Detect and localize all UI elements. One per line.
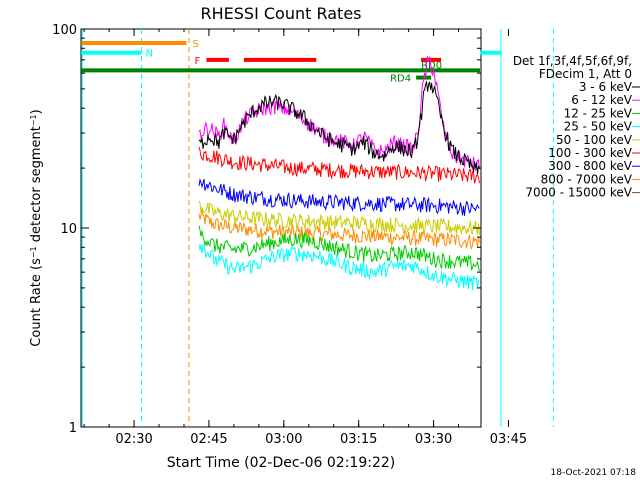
series-line-6-12-kev bbox=[198, 55, 480, 171]
x-axis-label: Start Time (02-Dec-06 02:19:22) bbox=[167, 455, 395, 471]
vertical-markers bbox=[81, 29, 554, 427]
legend-entry: 50 - 100 keV bbox=[556, 133, 633, 147]
x-tick-label: 03:30 bbox=[415, 432, 452, 447]
state-bar-label-n: N bbox=[146, 49, 153, 60]
chart-title: RHESSI Count Rates bbox=[201, 4, 362, 23]
x-tick-label: 03:45 bbox=[490, 432, 527, 447]
legend-header-line-1: Det 1f,3f,4f,5f,6f,9f, bbox=[513, 54, 632, 68]
state-bar-label-f: F bbox=[194, 56, 200, 67]
x-tick-label: 03:15 bbox=[340, 432, 377, 447]
attenuator-bars: S N F RD0 RD4 bbox=[81, 39, 501, 85]
legend-entry: 100 - 300 keV bbox=[548, 146, 632, 160]
x-tick-label: 03:00 bbox=[265, 432, 302, 447]
series-line-3-6-kev bbox=[198, 80, 480, 175]
legend-header-line-2: FDecim 1, Att 0 bbox=[539, 67, 632, 81]
legend-entry: 12 - 25 keV bbox=[564, 106, 633, 120]
x-tick-label: 02:45 bbox=[190, 432, 227, 447]
series-line-100-300-kev bbox=[198, 146, 480, 184]
y-tick-label: 1 bbox=[69, 421, 77, 436]
y-axis-label: Count Rate (s−1 detector segment−1) bbox=[29, 109, 45, 346]
legend: Det 1f,3f,4f,5f,6f,9f, FDecim 1, Att 0 3… bbox=[513, 54, 640, 200]
series-line-300-800-kev bbox=[198, 177, 480, 216]
y-tick-label: 10 bbox=[60, 222, 77, 237]
series-line-25-50-kev bbox=[198, 244, 480, 291]
legend-entry: 6 - 12 keV bbox=[571, 93, 633, 107]
y-tick-label: 100 bbox=[52, 23, 77, 38]
legend-entry: 25 - 50 keV bbox=[564, 120, 633, 134]
legend-entry: 7000 - 15000 keV bbox=[525, 186, 632, 200]
series-line-12-25-kev bbox=[198, 225, 480, 272]
axes: 02:30 02:45 03:00 03:15 03:30 03:45 1 10 100 bbox=[52, 23, 527, 447]
series-lines bbox=[198, 55, 480, 291]
legend-entry: 300 - 800 keV bbox=[548, 159, 632, 173]
legend-entry: 3 - 6 keV bbox=[579, 80, 633, 94]
state-bar-label-rd0: RD0 bbox=[421, 60, 442, 71]
state-bar-label-s: S bbox=[192, 39, 198, 50]
series-line-50-100-kev bbox=[198, 200, 480, 236]
series-line-800-7000-kev bbox=[198, 209, 480, 250]
state-bar-label-rd4: RD4 bbox=[390, 74, 411, 85]
legend-entry: 800 - 7000 keV bbox=[541, 172, 633, 186]
timestamp: 18-Oct-2021 07:18 bbox=[551, 468, 637, 478]
x-tick-label: 02:30 bbox=[115, 432, 152, 447]
